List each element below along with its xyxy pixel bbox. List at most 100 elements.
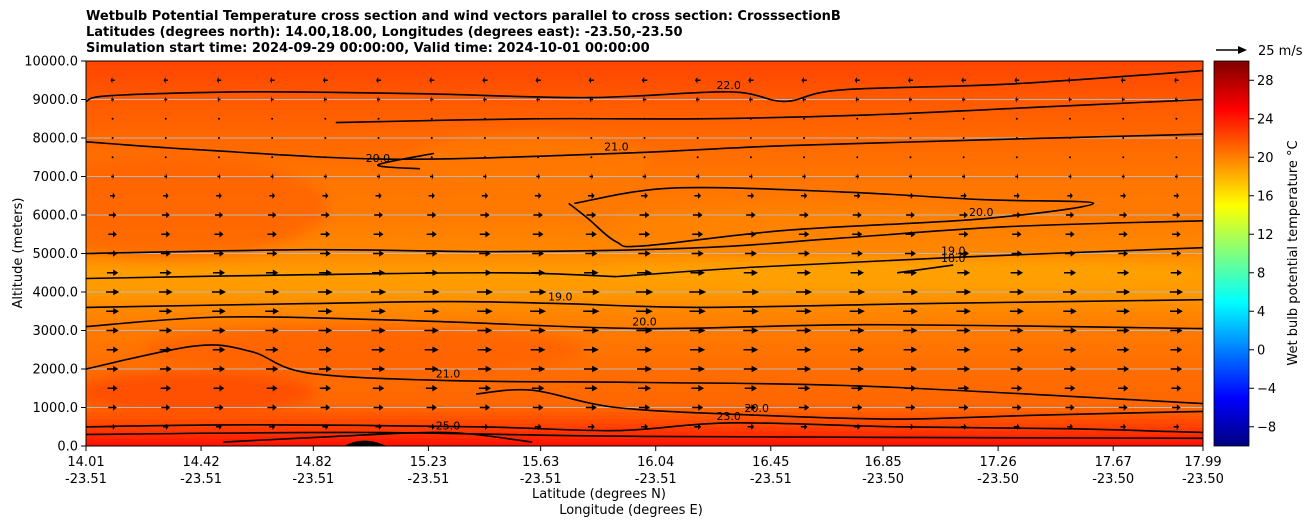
wind-arrow: [216, 77, 222, 84]
field-band: [86, 80, 1203, 85]
wind-arrow: [535, 77, 541, 84]
wind-arrow: [318, 365, 332, 373]
wind-arrow: [537, 156, 540, 159]
wind-arrow: [424, 308, 440, 315]
field-band: [86, 122, 1203, 128]
wind-arrow: [424, 327, 440, 334]
wind-arrow: [956, 288, 972, 296]
wind-arrow: [856, 117, 859, 120]
x-tick-label-lon: -23.50: [862, 472, 904, 487]
wind-arrow: [1118, 385, 1129, 392]
wind-arrow: [111, 117, 114, 120]
wind-arrow: [1013, 192, 1020, 199]
x-tick-label-lon: -23.50: [1092, 472, 1134, 487]
wind-arrow: [742, 308, 759, 315]
wind-arrow: [589, 173, 594, 180]
wind-arrow: [531, 365, 546, 373]
wind-arrow: [323, 173, 327, 180]
wind-arrow: [854, 192, 861, 199]
wind-arrow: [689, 327, 706, 334]
field-band: [86, 145, 1203, 151]
wind-arrow: [851, 385, 864, 392]
field-band: [86, 191, 1203, 197]
wind-arrow: [265, 327, 279, 334]
field-band: [86, 311, 1203, 316]
wind-arrow: [212, 365, 226, 373]
wind-arrow: [371, 365, 386, 373]
field-band: [86, 399, 1203, 405]
wind-arrow: [1068, 96, 1072, 103]
wind-arrow: [641, 192, 648, 199]
field-patch: [86, 372, 316, 413]
wind-arrow: [852, 404, 863, 411]
wind-arrow: [1015, 117, 1018, 120]
wind-arrow: [743, 346, 759, 353]
wind-arrow: [428, 192, 435, 199]
quiver-key-arrowhead: [1238, 46, 1247, 54]
field-band: [86, 307, 1203, 312]
wind-arrow: [265, 308, 280, 315]
contour-line: [86, 271, 617, 280]
wind-arrow: [1118, 250, 1129, 257]
wind-arrow: [745, 231, 757, 238]
field-band: [86, 415, 1203, 420]
wind-arrow: [956, 308, 971, 315]
wind-arrow: [1172, 404, 1181, 411]
wind-arrow: [903, 327, 918, 334]
field-band: [86, 87, 1203, 93]
contour-line: [86, 133, 1203, 161]
wind-arrow: [377, 117, 380, 120]
wind-arrow: [585, 231, 597, 238]
contour-line: [377, 152, 435, 170]
wind-arrow: [481, 423, 489, 430]
wind-arrow: [800, 192, 808, 199]
field-band: [86, 249, 1203, 255]
field-band: [86, 111, 1203, 116]
field-band: [86, 195, 1203, 201]
field-band: [86, 345, 1203, 351]
field-band: [86, 76, 1203, 81]
wind-arrow: [1122, 137, 1125, 139]
wind-arrow: [749, 96, 753, 103]
wind-arrow: [268, 211, 277, 219]
wind-arrow: [1173, 192, 1180, 199]
chart-title-line-1: Wetbulb Potential Temperature cross sect…: [86, 9, 841, 24]
terrain-shape: [344, 440, 387, 446]
wind-arrow: [265, 346, 279, 353]
wind-arrow: [798, 250, 810, 257]
wind-arrow: [636, 327, 653, 334]
field-band: [86, 365, 1203, 370]
wind-arrow: [1174, 77, 1179, 84]
wind-arrow: [216, 423, 222, 430]
wind-arrow: [159, 327, 173, 334]
wind-arrow: [159, 365, 172, 373]
wind-arrow: [850, 346, 865, 353]
wind-arrow: [267, 231, 277, 238]
wind-arrow: [803, 156, 806, 159]
wind-arrow: [962, 156, 965, 159]
x-tick-label-lat: 16.45: [752, 455, 789, 470]
wind-arrow: [430, 173, 434, 180]
chart-title-line-2: Latitudes (degrees north): 14.00,18.00, …: [86, 25, 683, 40]
wind-arrow: [587, 192, 595, 199]
terrain: [344, 440, 387, 446]
field-band: [86, 322, 1203, 328]
wind-arrow: [427, 211, 437, 219]
wind-arrow: [483, 173, 487, 180]
wind-arrow: [1170, 346, 1183, 353]
contour-lines: [86, 69, 1203, 443]
wind-arrow: [425, 385, 438, 392]
wind-arrow: [106, 365, 119, 373]
wind-arrow: [909, 117, 912, 120]
quiver-key-label: 25 m/s: [1258, 44, 1303, 59]
wind-arrow: [109, 192, 116, 199]
x-tick-label-lat: 17.99: [1184, 455, 1221, 470]
field-band: [86, 234, 1203, 239]
field-band: [86, 284, 1203, 289]
wind-arrow: [534, 423, 542, 430]
wind-arrow: [586, 211, 597, 219]
wind-arrow: [161, 211, 170, 219]
wind-arrow: [1010, 365, 1024, 373]
wind-arrow: [479, 231, 491, 238]
field-band: [86, 61, 1203, 66]
